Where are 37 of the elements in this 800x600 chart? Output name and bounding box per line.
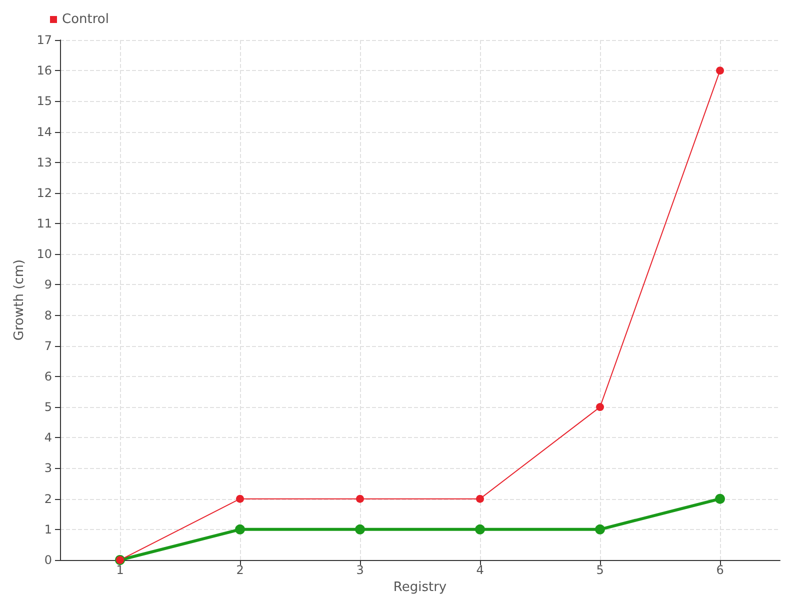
y-tick-label: 10 xyxy=(36,247,52,262)
y-tick-label: 9 xyxy=(44,278,52,292)
y-tick-label: 3 xyxy=(44,461,52,476)
y-tick-label: 16 xyxy=(36,64,52,78)
point xyxy=(235,524,245,534)
point xyxy=(475,524,485,534)
x-axis-title: Registry xyxy=(393,580,447,595)
x-tick-label: 1 xyxy=(116,563,124,577)
x-tick-label: 5 xyxy=(596,563,604,577)
point xyxy=(596,403,604,412)
y-axis-title: Growth (cm) xyxy=(12,259,27,341)
y-tick-label: 4 xyxy=(44,430,52,445)
x-tick-label: 4 xyxy=(476,563,484,577)
y-tick-label: 14 xyxy=(36,124,52,139)
y-tick-label: 0 xyxy=(44,553,52,567)
y-tick-label: 13 xyxy=(36,155,52,170)
y-tick-label: 5 xyxy=(44,400,52,414)
y-tick-label: 11 xyxy=(36,216,52,231)
point xyxy=(476,494,484,503)
y-tick-label: 17 xyxy=(36,33,52,47)
point xyxy=(595,524,605,534)
x-tick-label: 6 xyxy=(716,563,724,577)
y-tick-label: 7 xyxy=(44,338,52,353)
point xyxy=(236,494,244,503)
x-tick-label: 3 xyxy=(356,563,364,577)
y-tick-label: 8 xyxy=(44,308,52,322)
y-tick-label: 12 xyxy=(36,186,52,200)
x-tick-label: 2 xyxy=(236,563,244,577)
point xyxy=(356,494,364,503)
y-tick-label: 15 xyxy=(36,94,52,108)
point xyxy=(716,66,724,75)
y-tick-label: 6 xyxy=(44,369,52,384)
y-tick-label: 2 xyxy=(44,492,52,506)
legend-label: Control xyxy=(62,12,109,27)
y-tick-label: 1 xyxy=(44,522,52,536)
point xyxy=(355,524,365,534)
point xyxy=(715,494,725,504)
